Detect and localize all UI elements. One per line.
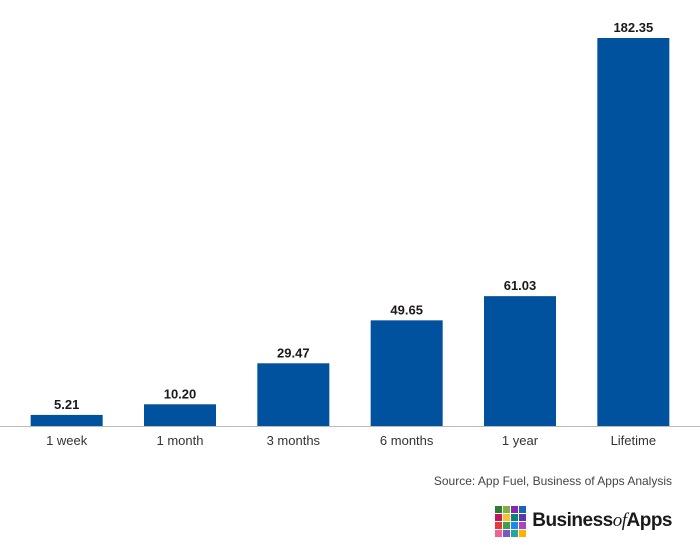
bar-3 <box>370 320 443 426</box>
bar-chart: 5.21 10.20 29.47 49.65 61.03 182.35 1 week 1 m… <box>0 20 700 448</box>
logo-square <box>503 505 511 513</box>
bar-value-label-5: 182.35 <box>613 20 653 35</box>
x-tick-label-2: 3 months <box>267 433 321 448</box>
brand-business: Business <box>532 510 613 531</box>
logo-square <box>511 521 519 529</box>
x-tick-label-0: 1 week <box>46 433 88 448</box>
x-tick-label-5: Lifetime <box>611 433 657 448</box>
bar-0 <box>30 414 103 426</box>
logo-square <box>495 521 503 529</box>
bar-5 <box>597 38 670 426</box>
logo-square <box>519 513 527 521</box>
bar-value-label-4: 61.03 <box>504 278 537 293</box>
logo-square <box>519 521 527 529</box>
logo-square <box>511 529 519 537</box>
logo-square <box>495 513 503 521</box>
bar-2 <box>257 363 330 426</box>
bar-value-label-0: 5.21 <box>54 397 79 412</box>
bar-4 <box>484 296 556 426</box>
brand-logo: BusinessofApps <box>495 505 672 537</box>
x-tick-labels-group: 1 week 1 month 3 months 6 months 1 year Lifet… <box>46 433 656 448</box>
source-note: Source: App Fuel, Business of Apps Analy… <box>433 474 672 488</box>
logo-square <box>503 513 511 521</box>
bar-labels-group: 5.21 10.20 29.47 49.65 61.03 182.35 <box>54 20 653 412</box>
brand-name: BusinessofApps <box>532 510 672 532</box>
logo-square <box>511 505 519 513</box>
x-tick-label-3: 6 months <box>380 433 434 448</box>
logo-square <box>503 529 511 537</box>
logo-square <box>503 521 511 529</box>
logo-grid-icon <box>495 505 527 537</box>
bar-value-label-1: 10.20 <box>164 386 197 401</box>
logo-square <box>495 529 503 537</box>
logo-square <box>519 529 527 537</box>
brand-of: of <box>612 510 627 531</box>
x-tick-label-4: 1 year <box>502 433 539 448</box>
bars-group <box>30 38 670 426</box>
logo-square <box>495 505 503 513</box>
logo-square <box>511 513 519 521</box>
x-tick-label-1: 1 month <box>157 433 204 448</box>
logo-square <box>519 505 527 513</box>
bar-value-label-3: 49.65 <box>390 302 423 317</box>
brand-apps: Apps <box>626 510 673 531</box>
bar-value-label-2: 29.47 <box>277 345 310 360</box>
bar-1 <box>144 404 216 426</box>
